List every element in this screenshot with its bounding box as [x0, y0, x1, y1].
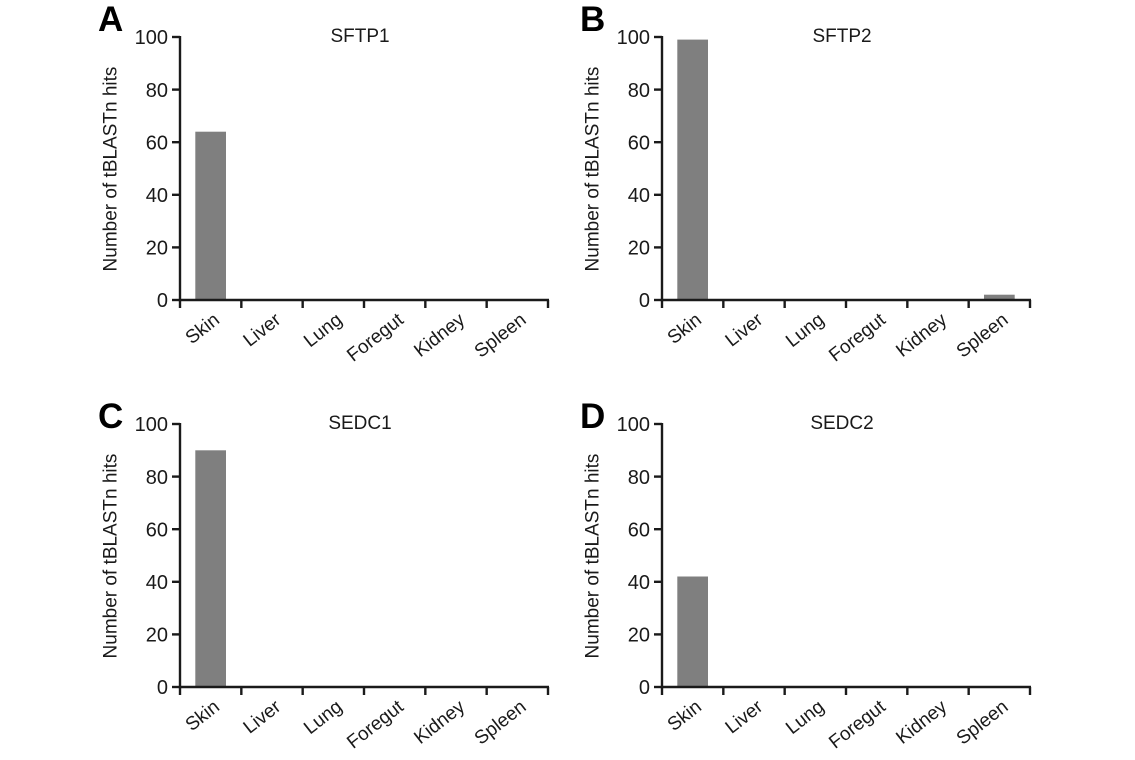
x-category-label-liver: Liver: [722, 309, 768, 351]
panel-letter-a: A: [98, 0, 124, 39]
x-category-label-lung: Lung: [782, 696, 828, 739]
y-tick-label: 20: [628, 625, 650, 647]
x-category-label-foregut: Foregut: [825, 309, 890, 366]
y-tick-label: 0: [157, 290, 168, 312]
panel-c: 0 20 40 60 80 100 Skin Liver Lung Foregut Kidney Sp…: [90, 385, 568, 760]
x-category-label-foregut: Foregut: [343, 696, 408, 753]
y-tick-label: 100: [135, 27, 168, 49]
x-category-label-liver: Liver: [722, 696, 768, 738]
x-category-label-skin: Skin: [664, 309, 706, 348]
y-axis-label-d: Number of tBLASTn hits: [582, 453, 604, 659]
bar-skin: [677, 576, 708, 687]
y-tick-label: 0: [639, 677, 650, 699]
chart-title-b: SFTP2: [812, 26, 872, 47]
chart-title-c: SEDC1: [328, 413, 392, 434]
x-category-label-lung: Lung: [300, 309, 346, 352]
x-category-label-lung: Lung: [300, 696, 346, 739]
chart-title-d: SEDC2: [810, 413, 874, 434]
panel-d: 0 20 40 60 80 100 Skin Liver Lung Foregut Kidney Sp…: [572, 385, 1050, 760]
x-category-label-liver: Liver: [240, 696, 286, 738]
x-category-label-spleen: Spleen: [471, 309, 531, 362]
x-category-label-spleen: Spleen: [953, 309, 1013, 362]
x-category-label-foregut: Foregut: [343, 309, 408, 366]
y-tick-label: 40: [146, 185, 168, 207]
panel-letter-c: C: [98, 397, 124, 436]
y-tick-label: 80: [628, 467, 650, 489]
y-tick-label: 100: [617, 27, 650, 49]
bar-skin: [195, 131, 226, 300]
y-tick-label: 60: [628, 519, 650, 541]
y-tick-label: 80: [146, 467, 168, 489]
x-category-label-kidney: Kidney: [410, 309, 469, 362]
y-tick-label: 80: [628, 80, 650, 102]
x-category-label-kidney: Kidney: [410, 696, 469, 749]
x-category-label-kidney: Kidney: [892, 696, 951, 749]
y-tick-label: 80: [146, 80, 168, 102]
x-category-label-skin: Skin: [182, 696, 224, 735]
y-tick-label: 40: [628, 185, 650, 207]
y-tick-label: 20: [146, 625, 168, 647]
y-tick-label: 20: [628, 238, 650, 260]
y-tick-label: 100: [617, 414, 650, 436]
y-tick-label: 60: [146, 519, 168, 541]
x-category-label-skin: Skin: [664, 696, 706, 735]
panel-a: 0 20 40 60 80 100 Skin Liver Lung Foregut Kidney Sp…: [90, 0, 568, 385]
y-tick-label: 60: [146, 132, 168, 154]
bar-skin: [677, 39, 708, 300]
bar-spleen: [984, 294, 1015, 300]
y-axis-label-c: Number of tBLASTn hits: [100, 453, 122, 659]
y-tick-label: 40: [146, 572, 168, 594]
y-axis-label-a: Number of tBLASTn hits: [100, 66, 122, 272]
x-category-label-spleen: Spleen: [471, 696, 531, 749]
chart-title-a: SFTP1: [330, 26, 390, 47]
y-tick-label: 0: [157, 677, 168, 699]
panel-letter-d: D: [580, 397, 606, 436]
y-tick-label: 20: [146, 238, 168, 260]
x-category-label-lung: Lung: [782, 309, 828, 352]
y-tick-label: 40: [628, 572, 650, 594]
x-category-label-spleen: Spleen: [953, 696, 1013, 749]
y-tick-label: 0: [639, 290, 650, 312]
bar-skin: [195, 450, 226, 687]
y-tick-label: 60: [628, 132, 650, 154]
y-tick-label: 100: [135, 414, 168, 436]
x-category-label-skin: Skin: [182, 309, 224, 348]
y-axis-label-b: Number of tBLASTn hits: [582, 66, 604, 272]
x-category-label-liver: Liver: [240, 309, 286, 351]
panel-letter-b: B: [580, 0, 606, 39]
x-category-label-kidney: Kidney: [892, 309, 951, 362]
panel-b: 0 20 40 60 80 100 Skin Liver Lung Foregut Kidney Sp…: [572, 0, 1050, 385]
x-category-label-foregut: Foregut: [825, 696, 890, 753]
